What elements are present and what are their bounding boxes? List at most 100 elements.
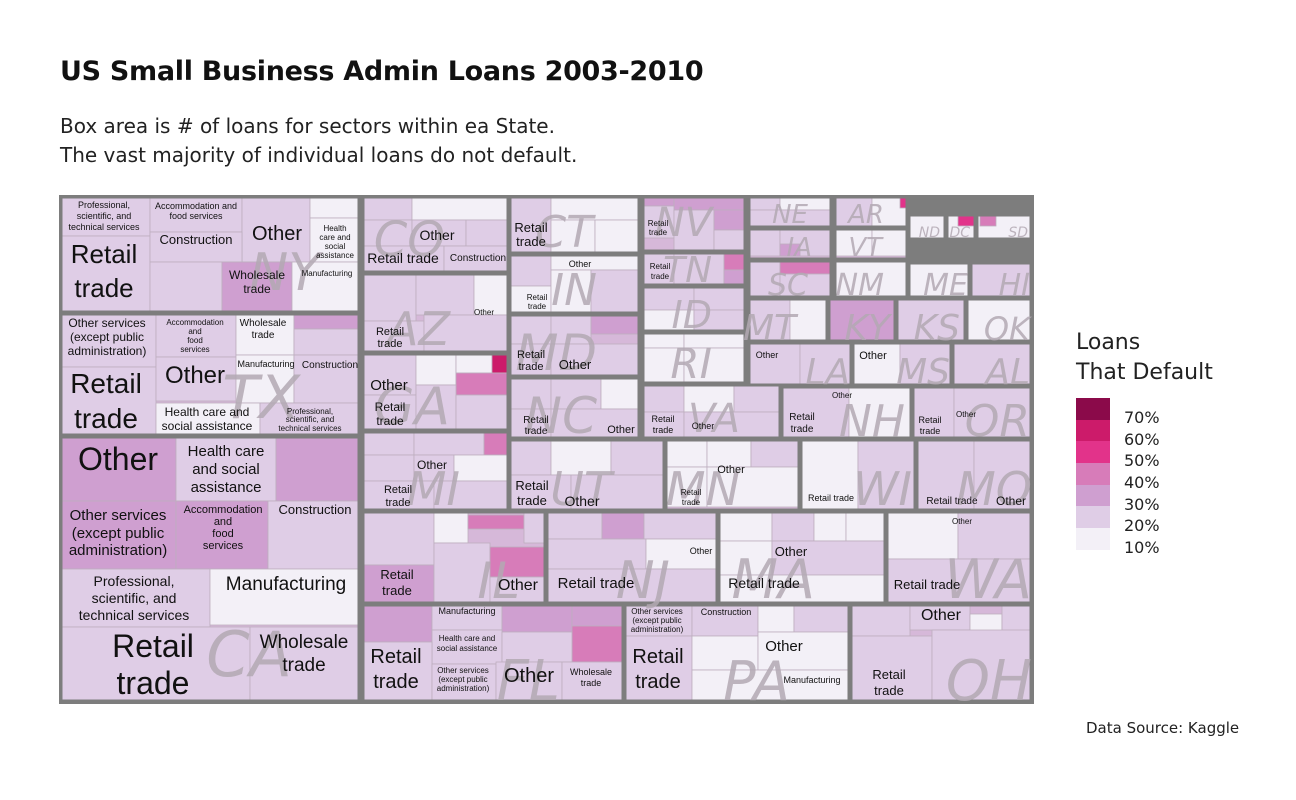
sector-cell-in[interactable] bbox=[510, 255, 552, 287]
sector-cell-tn[interactable] bbox=[723, 269, 745, 285]
sector-cell-ny[interactable] bbox=[241, 197, 311, 263]
sector-cell-md[interactable] bbox=[550, 343, 639, 376]
sector-cell-ut[interactable] bbox=[610, 440, 664, 476]
sector-cell-fl[interactable] bbox=[561, 661, 623, 701]
sector-cell-or[interactable] bbox=[953, 387, 1031, 438]
sector-cell-ia[interactable] bbox=[779, 243, 801, 257]
sector-cell-mn[interactable] bbox=[750, 440, 799, 468]
sector-cell-nv[interactable] bbox=[713, 209, 745, 231]
sector-cell-md[interactable] bbox=[590, 315, 639, 335]
sector-cell-nv[interactable] bbox=[643, 205, 675, 239]
sector-cell-fl[interactable] bbox=[363, 605, 433, 643]
sector-cell-ny[interactable] bbox=[291, 261, 359, 312]
sector-cell-nj[interactable] bbox=[547, 538, 647, 570]
sector-cell-az[interactable] bbox=[473, 274, 508, 316]
sector-cell-mt[interactable] bbox=[789, 299, 827, 341]
sector-cell-tx[interactable] bbox=[155, 402, 261, 435]
sector-cell-ga[interactable] bbox=[455, 372, 508, 396]
sector-cell-il[interactable] bbox=[467, 514, 525, 530]
sector-cell-ri[interactable] bbox=[683, 347, 745, 383]
sector-cell-ca[interactable] bbox=[61, 437, 177, 502]
sector-cell-il[interactable] bbox=[523, 512, 545, 544]
sector-cell-va[interactable] bbox=[733, 385, 780, 413]
sector-cell-nc[interactable] bbox=[550, 378, 602, 410]
sector-cell-fl[interactable] bbox=[571, 625, 623, 663]
sector-cell-ut[interactable] bbox=[570, 474, 664, 510]
sector-cell-va[interactable] bbox=[643, 385, 685, 413]
sector-cell-ct[interactable] bbox=[550, 219, 596, 255]
sector-cell-sd[interactable] bbox=[979, 215, 997, 227]
sector-cell-nj[interactable] bbox=[547, 512, 603, 540]
sector-cell-il[interactable] bbox=[433, 542, 491, 603]
sector-cell-ny[interactable] bbox=[149, 231, 243, 263]
sector-cell-tn[interactable] bbox=[643, 253, 675, 285]
sector-cell-il[interactable] bbox=[433, 512, 469, 544]
sector-cell-nj[interactable] bbox=[643, 512, 717, 540]
sector-cell-il[interactable] bbox=[363, 512, 435, 566]
sector-cell-mt[interactable] bbox=[749, 299, 791, 341]
sector-cell-tx[interactable] bbox=[259, 402, 359, 435]
sector-cell-tx[interactable] bbox=[235, 354, 295, 404]
sector-cell-ca[interactable] bbox=[209, 568, 359, 626]
sector-cell-mi[interactable] bbox=[483, 432, 508, 456]
sector-cell-fl[interactable] bbox=[495, 661, 563, 701]
sector-cell-fl[interactable] bbox=[431, 663, 497, 701]
sector-cell-az[interactable] bbox=[363, 274, 417, 322]
sector-cell-ma[interactable] bbox=[719, 512, 773, 542]
sector-cell-fl[interactable] bbox=[501, 631, 573, 663]
sector-cell-nc[interactable] bbox=[550, 408, 639, 438]
sector-cell-az[interactable] bbox=[415, 274, 475, 316]
sector-cell-ms[interactable] bbox=[853, 343, 901, 385]
sector-cell-in[interactable] bbox=[590, 269, 639, 313]
sector-cell-ca[interactable] bbox=[175, 500, 269, 570]
sector-cell-mn[interactable] bbox=[706, 466, 799, 508]
sector-cell-ca[interactable] bbox=[249, 626, 359, 701]
sector-cell-ct[interactable] bbox=[594, 219, 639, 255]
sector-cell-nj[interactable] bbox=[601, 512, 645, 540]
sector-cell-al[interactable] bbox=[953, 343, 1031, 385]
sector-cell-ny[interactable] bbox=[309, 197, 359, 219]
sector-cell-oh[interactable] bbox=[851, 605, 911, 637]
sector-cell-fl[interactable] bbox=[571, 605, 623, 627]
sector-cell-ny[interactable] bbox=[149, 261, 223, 312]
sector-cell-ma[interactable] bbox=[719, 574, 885, 603]
sector-cell-or[interactable] bbox=[913, 387, 955, 438]
sector-cell-tx[interactable] bbox=[293, 314, 359, 330]
sector-cell-mi[interactable] bbox=[453, 454, 508, 482]
sector-cell-fl[interactable] bbox=[501, 605, 573, 633]
sector-cell-il[interactable] bbox=[363, 564, 435, 603]
sector-cell-ma[interactable] bbox=[813, 512, 847, 542]
sector-cell-pa[interactable] bbox=[691, 669, 849, 701]
sector-cell-ma[interactable] bbox=[845, 512, 885, 542]
sector-cell-tx[interactable] bbox=[293, 328, 359, 356]
sector-cell-az[interactable] bbox=[423, 314, 508, 352]
sector-cell-il[interactable] bbox=[489, 546, 545, 578]
sector-cell-ok[interactable] bbox=[967, 299, 1031, 341]
sector-cell-hi[interactable] bbox=[971, 263, 1031, 297]
sector-cell-mo[interactable] bbox=[973, 440, 1031, 510]
sector-cell-ca[interactable] bbox=[275, 437, 359, 502]
sector-cell-ny[interactable] bbox=[221, 261, 293, 312]
sector-cell-ga[interactable] bbox=[455, 394, 508, 430]
sector-cell-tn[interactable] bbox=[723, 253, 745, 271]
sector-cell-tx[interactable] bbox=[235, 314, 295, 356]
sector-cell-nc[interactable] bbox=[600, 378, 639, 410]
sector-cell-mn[interactable] bbox=[666, 466, 708, 508]
sector-cell-pa[interactable] bbox=[691, 635, 759, 671]
sector-cell-wi[interactable] bbox=[801, 440, 859, 510]
sector-cell-wa[interactable] bbox=[887, 558, 1031, 603]
sector-cell-ga[interactable] bbox=[415, 384, 457, 430]
sector-cell-ca[interactable] bbox=[61, 626, 251, 701]
sector-cell-ar[interactable] bbox=[899, 197, 907, 209]
sector-cell-ms[interactable] bbox=[899, 343, 951, 385]
sector-cell-az[interactable] bbox=[363, 320, 425, 352]
sector-cell-oh[interactable] bbox=[851, 635, 933, 701]
sector-cell-nh[interactable] bbox=[848, 387, 911, 438]
sector-cell-nj[interactable] bbox=[547, 568, 717, 603]
sector-cell-co[interactable] bbox=[411, 219, 467, 247]
sector-cell-ga[interactable] bbox=[455, 354, 493, 374]
sector-cell-ca[interactable] bbox=[267, 500, 359, 570]
sector-cell-ny[interactable] bbox=[309, 217, 359, 263]
sector-cell-ut[interactable] bbox=[510, 440, 552, 476]
sector-cell-nv[interactable] bbox=[713, 229, 745, 251]
